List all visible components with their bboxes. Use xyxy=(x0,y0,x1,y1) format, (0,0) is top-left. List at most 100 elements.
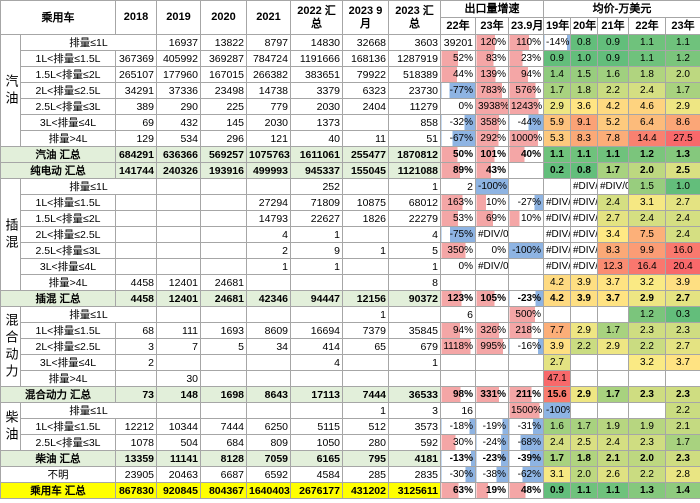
label: 乘用车 汇总 xyxy=(0,482,116,499)
pct xyxy=(508,354,544,371)
pct: -23% xyxy=(508,290,544,307)
price: 1.2 xyxy=(628,146,666,163)
pct: 218% xyxy=(508,322,544,339)
num: 265107 xyxy=(115,66,157,83)
label: 1.5L<排量≤2L xyxy=(20,66,116,83)
pct: #DIV/0! xyxy=(475,258,509,275)
price: 1.1 xyxy=(665,34,700,51)
header-cell: 出口量增速 xyxy=(440,0,544,18)
data-row: 1.5L<排量≤2L 14793 22627 1826 22279 53% 69% 10% #D… xyxy=(1,210,700,227)
num xyxy=(200,306,247,323)
num: 193916 xyxy=(200,162,247,179)
num: 6250 xyxy=(246,418,291,435)
num: 255477 xyxy=(342,146,389,163)
num xyxy=(246,178,291,195)
label: 2.5L<排量≤3L xyxy=(20,242,116,259)
price: #DIV/0! xyxy=(597,178,629,195)
price: 2.0 xyxy=(628,450,666,467)
num xyxy=(342,178,389,195)
num xyxy=(246,402,291,419)
price: 27.5 xyxy=(665,130,700,147)
label: 1L<排量≤1.5L xyxy=(20,418,116,435)
num xyxy=(342,114,389,131)
price: 3.1 xyxy=(628,194,666,211)
total-row: 汽油 汇总 684291 636366 569257 1075763 1611061 255… xyxy=(0,146,700,163)
price: 2.4 xyxy=(628,82,666,99)
price: 3.1 xyxy=(543,466,571,483)
price: 0.9 xyxy=(543,50,571,67)
label: 排量≤1L xyxy=(20,34,157,51)
header-cell: 2023 9月 xyxy=(342,0,389,35)
num xyxy=(290,402,343,419)
num: 1 xyxy=(388,178,441,195)
label: 1L<排量≤1.5L xyxy=(20,50,116,67)
num: 266382 xyxy=(246,66,291,83)
label: 柴油 汇总 xyxy=(0,450,116,467)
num: 809 xyxy=(246,434,291,451)
price: #DIV/0! xyxy=(543,210,571,227)
label: 1.5L<排量≤2L xyxy=(20,210,116,227)
price xyxy=(597,370,629,387)
data-row: 2L<排量≤2.5L414-75%#DIV/0!#DIV/0!#DIV/0!3.… xyxy=(1,226,700,243)
data-row: 3L<排量≤4L 2 4 1 2.7 3.2 3.7 xyxy=(1,354,700,371)
price xyxy=(665,370,700,387)
num: 129 xyxy=(115,130,157,147)
price: 3.2 xyxy=(628,354,666,371)
num: 414 xyxy=(290,338,343,355)
price: 2.1 xyxy=(597,450,629,467)
num xyxy=(115,210,157,227)
pct: 576% xyxy=(508,82,544,99)
pct: 358% xyxy=(475,114,509,131)
price: 5.2 xyxy=(597,114,629,131)
pct: 0% xyxy=(440,98,476,115)
num: 23498 xyxy=(200,82,247,99)
num xyxy=(156,194,201,211)
pct: 101% xyxy=(475,146,509,163)
pct: -27% xyxy=(508,194,544,211)
price: 2.4 xyxy=(665,210,700,227)
num: 35845 xyxy=(388,322,441,339)
price: 2.0 xyxy=(628,162,666,179)
label: 排量>4L xyxy=(20,130,116,147)
pct: -100% xyxy=(475,178,509,195)
label: 3L<排量≤4L xyxy=(20,114,116,131)
pct: -77% xyxy=(440,82,476,99)
num xyxy=(200,402,247,419)
total-row: 乘用车 汇总 867830 920845 804367 1640403 2676177 43… xyxy=(0,482,700,499)
price: 6.4 xyxy=(628,114,666,131)
pct xyxy=(475,370,509,387)
pct: 326% xyxy=(475,322,509,339)
num: 5115 xyxy=(290,418,343,435)
price xyxy=(570,402,598,419)
label: 排量≤1L xyxy=(20,306,157,323)
price: 2.3 xyxy=(628,322,666,339)
num xyxy=(156,242,201,259)
num: 1 xyxy=(388,258,441,275)
num: 7379 xyxy=(342,322,389,339)
price: 1.7 xyxy=(543,450,571,467)
num: 7 xyxy=(156,338,201,355)
num: 16937 xyxy=(156,34,201,51)
num: 4 xyxy=(388,226,441,243)
pct: 63% xyxy=(440,482,476,499)
num: 3379 xyxy=(290,82,343,99)
price: 7.8 xyxy=(597,130,629,147)
price: 2.4 xyxy=(597,434,629,451)
num: 3603 xyxy=(388,34,441,51)
num xyxy=(200,226,247,243)
num xyxy=(200,370,247,387)
num: 920845 xyxy=(156,482,201,499)
price: 2.1 xyxy=(665,418,700,435)
price: 2.7 xyxy=(665,290,700,307)
pct: -100% xyxy=(508,242,544,259)
pct: 30% xyxy=(440,434,476,451)
num: 1 xyxy=(388,354,441,371)
pct: 52% xyxy=(440,50,476,67)
num: 285 xyxy=(342,466,389,483)
num: 389 xyxy=(115,98,157,115)
header-cell: 23年 xyxy=(475,17,509,35)
label: 纯电动 汇总 xyxy=(0,162,116,179)
num: 867830 xyxy=(115,482,157,499)
num: 68012 xyxy=(388,194,441,211)
price: 14.4 xyxy=(628,130,666,147)
